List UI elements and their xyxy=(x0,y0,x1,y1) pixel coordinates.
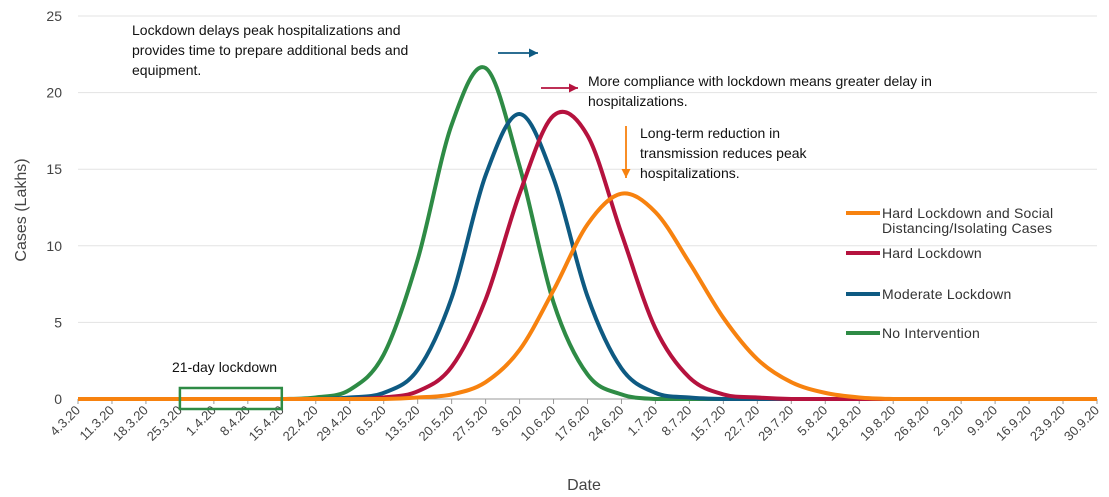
y-tick-label: 10 xyxy=(46,238,62,254)
y-tick-label: 20 xyxy=(46,85,62,101)
x-tick-label: 24.6.20 xyxy=(585,403,626,444)
x-tick-label: 19.8.20 xyxy=(857,403,898,444)
x-tick-label: 17.6.20 xyxy=(551,403,592,444)
x-tick-label: 10.6.20 xyxy=(517,403,558,444)
annotation-lockdown-delay: Lockdown delays peak hospitalizations an… xyxy=(132,22,409,78)
series-lines xyxy=(77,65,1097,401)
x-tick-label: 15.7.20 xyxy=(687,403,728,444)
series-line-hard-lockdown-and-social xyxy=(77,191,1097,401)
x-tick-label: 11.3.20 xyxy=(76,403,117,444)
x-tick-label: 16.9.20 xyxy=(993,403,1034,444)
arrow-lockdown-delay-head xyxy=(529,48,538,58)
y-tick-label: 5 xyxy=(54,314,62,330)
arrow-long-term-head xyxy=(621,169,631,178)
x-axis-label: Date xyxy=(567,477,601,494)
x-tick-label: 29.7.20 xyxy=(755,403,796,444)
annotation-long-term: Long-term reduction in transmission redu… xyxy=(640,125,807,181)
x-tick-label: 12.8.20 xyxy=(823,403,864,444)
x-tick-label: 23.9.20 xyxy=(1027,403,1068,444)
y-axis-ticks: 0 5 10 15 20 25 xyxy=(46,8,62,407)
x-tick-label: 22.7.20 xyxy=(721,403,762,444)
x-tick-label: 2.9.20 xyxy=(930,403,966,439)
x-tick-label: 13.5.20 xyxy=(382,403,423,444)
x-tick-label: 29.4.20 xyxy=(314,403,355,444)
x-tick-label: 30.9.20 xyxy=(1061,403,1102,444)
x-axis-ticks: 4.3.2011.3.2018.3.2025.3.201.4.208.4.201… xyxy=(47,399,1102,444)
y-axis-label: Cases (Lakhs) xyxy=(13,158,30,261)
legend-label-no-intervention: No Intervention xyxy=(882,325,980,341)
legend-label-hard-lockdown: Hard Lockdown xyxy=(882,245,982,261)
y-tick-label: 15 xyxy=(46,161,62,177)
y-tick-label: 25 xyxy=(46,8,62,24)
lockdown-label: 21-day lockdown xyxy=(172,359,278,375)
x-tick-label: 26.8.20 xyxy=(891,403,932,444)
x-tick-label: 20.5.20 xyxy=(415,403,456,444)
annotation-compliance: More compliance with lockdown means grea… xyxy=(588,73,932,109)
legend-markers xyxy=(846,211,880,335)
legend-label-moderate-lockdown: Moderate Lockdown xyxy=(882,286,1012,302)
arrow-compliance-head xyxy=(569,83,578,93)
x-tick-label: 27.5.20 xyxy=(449,403,490,444)
legend-label-hard-lockdown-social-distancing: Hard Lockdown and Social Distancing/Isol… xyxy=(882,205,1054,236)
x-tick-label: 18.3.20 xyxy=(110,403,151,444)
x-tick-label: 22.4.20 xyxy=(280,403,321,444)
annotation-arrows xyxy=(178,48,631,411)
x-tick-label: 1.7.20 xyxy=(624,403,660,439)
lockdown-box xyxy=(178,386,284,411)
y-tick-label: 0 xyxy=(54,391,62,407)
